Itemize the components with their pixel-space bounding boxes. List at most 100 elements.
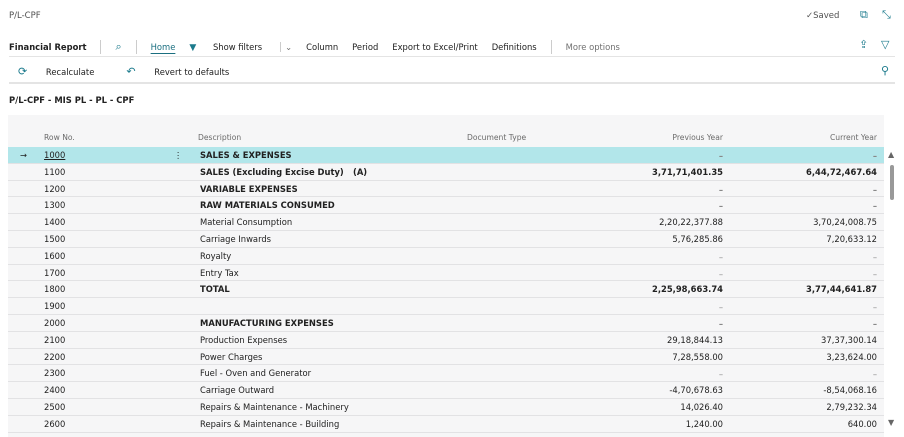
previous-year-cell[interactable]: –: [718, 302, 723, 313]
more-options-button[interactable]: More options: [565, 42, 620, 52]
row-no-cell[interactable]: 1800: [44, 284, 66, 295]
current-year-cell[interactable]: –: [872, 184, 877, 195]
personalize-icon[interactable]: ⚲: [881, 64, 890, 77]
column-button[interactable]: Column: [306, 42, 339, 52]
revert-button[interactable]: ↶ Revert to defaults: [126, 65, 230, 78]
table-row[interactable]: 1100 SALES (Excluding Excise Duty) (A) 3,71…: [8, 164, 884, 181]
table-row[interactable]: 1500 Carriage Inwards 5,76,285.86 7,20,633.…: [8, 231, 884, 248]
open-new-window-icon[interactable]: ⧉: [860, 8, 868, 21]
description-cell: Power Charges: [200, 351, 263, 362]
current-year-cell[interactable]: 2,79,232.34: [826, 402, 877, 412]
current-year-cell[interactable]: 37,37,300.14: [821, 334, 877, 345]
current-year-cell[interactable]: 640.00: [847, 418, 877, 429]
current-year-cell[interactable]: –: [872, 201, 877, 212]
previous-year-cell[interactable]: –: [718, 268, 723, 279]
row-no-cell[interactable]: 2000: [44, 318, 66, 328]
table-row[interactable]: 2600 Repairs & Maintenance - Building 1,24…: [8, 416, 884, 433]
divider: [550, 40, 552, 54]
previous-year-cell[interactable]: –: [718, 319, 723, 329]
tab-home[interactable]: Home: [150, 42, 176, 52]
description-cell: Fuel - Oven and Generator: [200, 368, 312, 379]
report-grid: Row No. Description Document Type Previo…: [8, 115, 884, 437]
table-row[interactable]: 1600 Royalty – –: [8, 248, 884, 265]
chevron-down-icon[interactable]: ⌄: [280, 42, 292, 52]
current-year-cell[interactable]: –: [872, 151, 877, 161]
previous-year-cell[interactable]: 3,71,71,401.35: [652, 166, 723, 177]
period-button[interactable]: Period: [352, 42, 379, 52]
table-row[interactable]: 1300 RAW MATERIALS CONSUMED – –: [8, 197, 884, 215]
current-year-cell[interactable]: –: [872, 268, 877, 279]
current-year-cell[interactable]: 7,20,633.12: [826, 234, 877, 244]
current-year-cell[interactable]: 3,70,24,008.75: [813, 217, 877, 228]
previous-year-cell[interactable]: –: [718, 251, 723, 262]
previous-year-cell[interactable]: 7,28,558.00: [672, 351, 723, 362]
scrollbar-thumb[interactable]: [890, 165, 894, 200]
header-description[interactable]: Description: [198, 133, 242, 142]
recalculate-button[interactable]: ⟳ Recalculate: [18, 65, 95, 78]
previous-year-cell[interactable]: 29,18,844.13: [667, 334, 723, 345]
table-row[interactable]: 2200 Power Charges 7,28,558.00 3,23,624.00: [8, 349, 884, 366]
row-no-cell[interactable]: 1100: [44, 166, 66, 177]
header-document-type[interactable]: Document Type: [467, 133, 527, 142]
header-previous-year[interactable]: Previous Year: [672, 133, 723, 142]
previous-year-cell[interactable]: –: [718, 201, 723, 212]
row-no-cell[interactable]: 1700: [44, 267, 66, 278]
previous-year-cell[interactable]: 14,026.40: [680, 402, 723, 412]
table-row[interactable]: → 1000 ⋮ SALES & EXPENSES – –: [8, 147, 884, 164]
filter-pane-icon[interactable]: ▽: [881, 38, 890, 51]
table-row[interactable]: 2400 Carriage Outward -4,70,678.63 -8,54,06…: [8, 382, 884, 399]
row-no-cell[interactable]: 2400: [44, 385, 66, 396]
previous-year-cell[interactable]: –: [718, 184, 723, 195]
current-year-cell[interactable]: 3,77,44,641.87: [806, 284, 877, 295]
previous-year-cell[interactable]: 2,20,22,377.88: [659, 217, 723, 228]
definitions-button[interactable]: Definitions: [491, 42, 537, 52]
show-filters-button[interactable]: ▼ Show filters: [189, 41, 263, 53]
row-no-cell[interactable]: 1400: [44, 217, 66, 228]
current-year-cell[interactable]: –: [872, 369, 877, 380]
row-no-cell[interactable]: 1500: [44, 234, 66, 244]
current-year-cell[interactable]: -8,54,068.16: [823, 385, 877, 396]
previous-year-cell[interactable]: –: [718, 151, 723, 161]
row-no-cell[interactable]: 1900: [44, 301, 66, 312]
description-cell: Carriage Inwards: [200, 234, 272, 244]
scroll-down-icon[interactable]: ▼: [888, 418, 895, 427]
row-no-cell[interactable]: 1000: [44, 150, 66, 160]
table-row[interactable]: 1800 TOTAL 2,25,98,663.74 3,77,44,641.87: [8, 281, 884, 299]
export-button[interactable]: Export to Excel/Print: [392, 42, 478, 52]
row-no-cell[interactable]: 2100: [44, 334, 66, 345]
collapse-icon[interactable]: ⤡: [882, 8, 891, 21]
previous-year-cell[interactable]: -4,70,678.63: [669, 385, 723, 396]
row-no-cell[interactable]: 2600: [44, 418, 66, 429]
row-no-cell[interactable]: 2300: [44, 368, 66, 379]
table-row[interactable]: 2100 Production Expenses 29,18,844.13 37,37…: [8, 332, 884, 349]
share-icon[interactable]: ⇪: [859, 38, 869, 51]
header-current-year[interactable]: Current Year: [829, 133, 877, 142]
description-cell: Material Consumption: [200, 217, 293, 228]
current-year-cell[interactable]: –: [872, 319, 877, 329]
current-year-cell[interactable]: 3,23,624.00: [826, 351, 877, 362]
previous-year-cell[interactable]: 2,25,98,663.74: [652, 284, 723, 295]
previous-year-cell[interactable]: 1,240.00: [685, 418, 723, 429]
current-year-cell[interactable]: 6,44,72,467.64: [806, 166, 877, 177]
current-year-cell[interactable]: –: [872, 302, 877, 313]
search-icon[interactable]: ⌕: [115, 40, 122, 53]
table-row[interactable]: 2000 MANUFACTURING EXPENSES – –: [8, 315, 884, 332]
row-no-cell[interactable]: 2500: [44, 402, 66, 412]
table-row[interactable]: 1700 Entry Tax – –: [8, 265, 884, 282]
current-year-cell[interactable]: –: [872, 251, 877, 262]
previous-year-cell[interactable]: –: [718, 369, 723, 380]
table-row[interactable]: 1400 Material Consumption 2,20,22,377.88 3,…: [8, 214, 884, 231]
row-no-cell[interactable]: 1200: [44, 183, 66, 194]
previous-year-cell[interactable]: 5,76,285.86: [672, 234, 723, 244]
scroll-up-icon[interactable]: ▲: [888, 150, 895, 159]
row-no-cell[interactable]: 1600: [44, 250, 66, 261]
table-row[interactable]: 1900 – –: [8, 298, 884, 315]
table-row[interactable]: 1200 VARIABLE EXPENSES – –: [8, 181, 884, 198]
refresh-icon: ⟳: [18, 65, 28, 78]
table-row[interactable]: 2500 Repairs & Maintenance - Machinery 14,…: [8, 399, 884, 416]
row-no-cell[interactable]: 1300: [44, 200, 66, 211]
row-no-cell[interactable]: 2200: [44, 351, 66, 362]
header-row-no[interactable]: Row No.: [44, 133, 75, 142]
row-menu-icon[interactable]: ⋮: [174, 150, 183, 160]
table-row[interactable]: 2300 Fuel - Oven and Generator – –: [8, 365, 884, 383]
